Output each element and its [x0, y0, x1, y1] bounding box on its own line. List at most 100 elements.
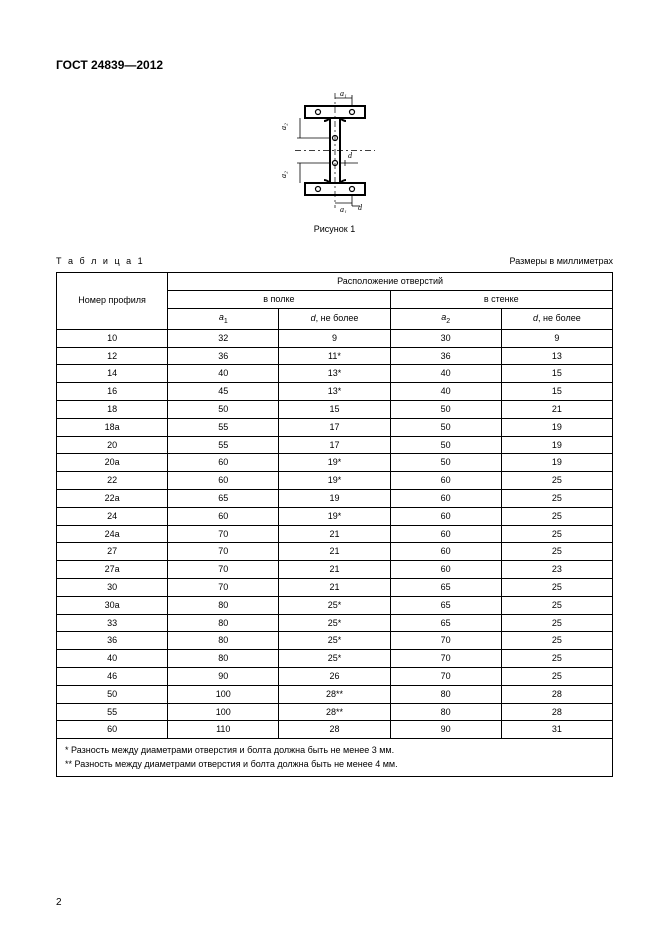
label-d-bot: d: [358, 203, 363, 212]
table-cell: 55: [168, 436, 279, 454]
table-cell: 17: [279, 436, 390, 454]
table-cell: 24а: [57, 525, 168, 543]
page-number: 2: [56, 897, 62, 908]
table-label: Т а б л и ц а 1: [56, 256, 145, 266]
table-cell: 80: [168, 596, 279, 614]
table-cell: 70: [168, 578, 279, 596]
table-cell: 27: [57, 543, 168, 561]
table-cell: 60: [390, 543, 501, 561]
table-row: 1850155021: [57, 400, 613, 418]
table-row: 2055175019: [57, 436, 613, 454]
table-cell: 19*: [279, 472, 390, 490]
table-cell: 25: [501, 667, 612, 685]
table-row: 246019*6025: [57, 507, 613, 525]
table-cell: 55: [57, 703, 168, 721]
document-title: ГОСТ 24839—2012: [56, 58, 613, 72]
table-cell: 19: [501, 436, 612, 454]
table-cell: 80: [168, 650, 279, 668]
th-a1: a1: [168, 308, 279, 329]
table-cell: 33: [57, 614, 168, 632]
table-cell: 14: [57, 365, 168, 383]
table-cell: 25: [501, 472, 612, 490]
table-row: 2770216025: [57, 543, 613, 561]
table-row: 27а70216023: [57, 561, 613, 579]
table-cell: 25*: [279, 596, 390, 614]
table-cell: 23: [501, 561, 612, 579]
dimensions-table: Номер профиля Расположение отверстий в п…: [56, 272, 613, 777]
table-cell: 65: [390, 596, 501, 614]
table-cell: 70: [390, 667, 501, 685]
table-row: 5010028**8028: [57, 685, 613, 703]
table-cell: 15: [501, 383, 612, 401]
units-note: Размеры в миллиметрах: [510, 256, 613, 266]
table-cell: 25*: [279, 632, 390, 650]
figure-caption: Рисунок 1: [56, 224, 613, 234]
th-flange: в полке: [168, 290, 390, 308]
table-cell: 22: [57, 472, 168, 490]
table-cell: 60: [390, 525, 501, 543]
table-cell: 36: [390, 347, 501, 365]
table-row: 368025*7025: [57, 632, 613, 650]
table-row: 226019*6025: [57, 472, 613, 490]
label-d-right: d: [348, 151, 353, 160]
table-cell: 13*: [279, 365, 390, 383]
table-cell: 25: [501, 632, 612, 650]
table-cell: 13*: [279, 383, 390, 401]
table-cell: 60: [390, 489, 501, 507]
table-row: 10329309: [57, 329, 613, 347]
table-cell: 40: [390, 383, 501, 401]
table-cell: 16: [57, 383, 168, 401]
table-row: 5510028**8028: [57, 703, 613, 721]
table-cell: 25: [501, 596, 612, 614]
table-cell: 40: [390, 365, 501, 383]
table-cell: 21: [279, 578, 390, 596]
table-cell: 36: [57, 632, 168, 650]
table-footnotes: * Разность между диаметрами отверстия и …: [57, 739, 613, 777]
table-cell: 65: [390, 614, 501, 632]
table-row: 30а8025*6525: [57, 596, 613, 614]
table-cell: 25*: [279, 614, 390, 632]
label-a1-top: a₁: [340, 89, 347, 98]
table-cell: 60: [390, 472, 501, 490]
th-web: в стенке: [390, 290, 612, 308]
table-cell: 90: [390, 721, 501, 739]
footnote-1: * Разность между диаметрами отверстия и …: [65, 744, 604, 758]
table-row: 3070216525: [57, 578, 613, 596]
table-cell: 110: [168, 721, 279, 739]
table-row: 144013*4015: [57, 365, 613, 383]
th-d1: d, не более: [279, 308, 390, 329]
table-cell: 60: [390, 507, 501, 525]
table-cell: 60: [168, 472, 279, 490]
table-cell: 50: [390, 454, 501, 472]
table-row: 4690267025: [57, 667, 613, 685]
table-cell: 60: [390, 561, 501, 579]
table-cell: 19: [501, 418, 612, 436]
table-cell: 20: [57, 436, 168, 454]
table-cell: 60: [168, 454, 279, 472]
table-cell: 40: [168, 365, 279, 383]
table-cell: 60: [57, 721, 168, 739]
th-group-top: Расположение отверстий: [168, 273, 613, 291]
table-cell: 30: [57, 578, 168, 596]
table-cell: 19*: [279, 507, 390, 525]
label-a1-bot: a₁: [340, 205, 347, 213]
table-cell: 80: [390, 703, 501, 721]
table-cell: 80: [390, 685, 501, 703]
table-cell: 50: [390, 436, 501, 454]
table-cell: 55: [168, 418, 279, 436]
table-cell: 12: [57, 347, 168, 365]
table-cell: 21: [279, 543, 390, 561]
table-cell: 70: [168, 525, 279, 543]
table-cell: 13: [501, 347, 612, 365]
table-cell: 25: [501, 489, 612, 507]
table-row: 18а55175019: [57, 418, 613, 436]
table-cell: 18: [57, 400, 168, 418]
table-cell: 25: [501, 525, 612, 543]
table-cell: 100: [168, 685, 279, 703]
table-row: 123611*3613: [57, 347, 613, 365]
table-cell: 17: [279, 418, 390, 436]
table-cell: 30: [390, 329, 501, 347]
table-cell: 25: [501, 578, 612, 596]
table-row: 408025*7025: [57, 650, 613, 668]
table-cell: 21: [279, 525, 390, 543]
